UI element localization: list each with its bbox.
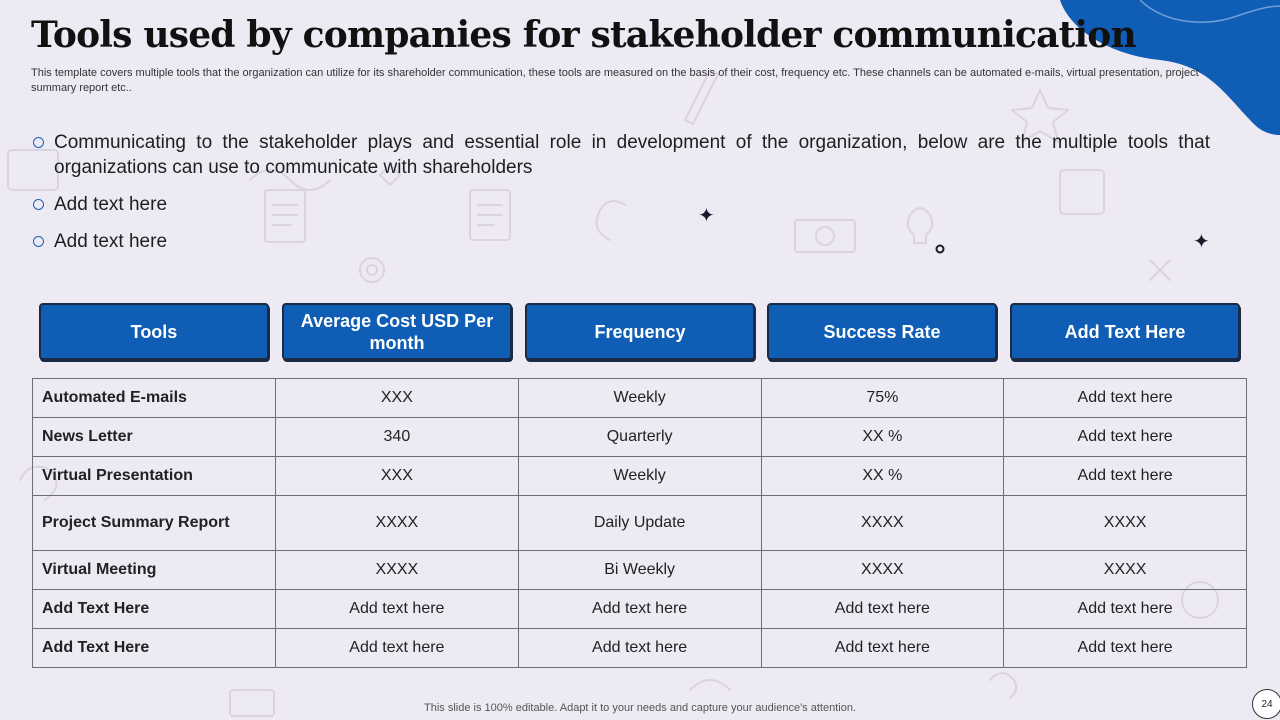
table-cell: Add text here: [275, 588, 519, 629]
table-cell: XXXX: [275, 495, 519, 551]
table-cell: 75%: [760, 377, 1005, 419]
table-cell: Daily Update: [517, 495, 762, 551]
table-cell: Add text here: [760, 627, 1005, 669]
table-cell: Weekly: [517, 377, 762, 419]
table-row: Virtual Presentation XXX Weekly XX % Add tex…: [32, 456, 1247, 497]
sparkle-icon: ✦: [1193, 231, 1210, 253]
table-cell: Add text here: [517, 627, 762, 669]
bullet-item: Add text here: [32, 192, 1210, 217]
tool-name-cell: Automated E-mails: [32, 377, 276, 419]
table-row: Project Summary Report XXXX Daily Update XX…: [32, 495, 1247, 551]
table-cell: XXXX: [1003, 495, 1247, 551]
table-cell: 340: [275, 417, 519, 458]
table-cell: XXXX: [760, 549, 1005, 590]
slide-title: Tools used by companies for stakeholder …: [31, 14, 1137, 56]
slide-subtitle: This template covers multiple tools that…: [31, 67, 1199, 94]
tools-table: Automated E-mails XXX Weekly 75% Add text he…: [32, 377, 1247, 669]
header-tools: Tools: [39, 303, 269, 360]
sparkle-icon: ✦: [698, 205, 715, 227]
table-row: News Letter 340 Quarterly XX % Add text here: [32, 417, 1247, 458]
tool-name-cell: Virtual Meeting: [32, 549, 276, 590]
table-cell: Add text here: [1003, 588, 1247, 629]
bullet-circle-icon: [33, 199, 44, 210]
tool-name-cell: News Letter: [32, 417, 276, 458]
small-circle-icon: [935, 244, 945, 254]
table-cell: Add text here: [760, 588, 1005, 629]
bullet-circle-icon: [33, 137, 44, 148]
header-frequency: Frequency: [525, 303, 755, 360]
table-row: Add Text Here Add text here Add text here A…: [32, 588, 1247, 629]
bullet-text: Add text here: [54, 194, 168, 215]
bullet-item: Communicating to the stakeholder plays a…: [32, 130, 1210, 180]
header-average-cost: Average Cost USD Per month: [282, 303, 512, 360]
table-cell: XX %: [760, 417, 1005, 458]
footer-note: This slide is 100% editable. Adapt it to…: [424, 702, 856, 714]
table-cell: Add text here: [1003, 377, 1247, 419]
page-number: 24: [1252, 689, 1280, 719]
table-cell: XXX: [275, 456, 519, 497]
table-cell: Add text here: [275, 627, 519, 669]
tool-name-cell: Add Text Here: [32, 588, 276, 629]
table-row: Automated E-mails XXX Weekly 75% Add text he…: [32, 377, 1247, 419]
bullet-item: Add text here: [32, 229, 1210, 254]
table-cell: Quarterly: [517, 417, 762, 458]
table-cell: XXXX: [275, 549, 519, 590]
tool-name-cell: Project Summary Report: [32, 495, 276, 551]
tool-name-cell: Virtual Presentation: [32, 456, 276, 497]
tool-name-cell: Add Text Here: [32, 627, 276, 669]
table-cell: Add text here: [1003, 417, 1247, 458]
table-cell: Add text here: [1003, 456, 1247, 497]
table-cell: XX %: [760, 456, 1005, 497]
table-cell: Bi Weekly: [517, 549, 762, 590]
table-row: Virtual Meeting XXXX Bi Weekly XXXX XXXX: [32, 549, 1247, 590]
bullet-text: Add text here: [54, 231, 168, 252]
bullet-list: Communicating to the stakeholder plays a…: [32, 130, 1210, 266]
table-cell: XXXX: [1003, 549, 1247, 590]
table-cell: XXX: [275, 377, 519, 419]
header-success-rate: Success Rate: [767, 303, 997, 360]
header-add-text: Add Text Here: [1010, 303, 1240, 360]
table-cell: Weekly: [517, 456, 762, 497]
corner-blob-shape: [1060, 0, 1280, 135]
table-header-row: Tools Average Cost USD Per month Frequen…: [39, 303, 1241, 361]
bullet-text: Communicating to the stakeholder plays a…: [54, 132, 1210, 178]
table-cell: Add text here: [1003, 627, 1247, 669]
table-cell: Add text here: [517, 588, 762, 629]
table-cell: XXXX: [760, 495, 1005, 551]
bullet-circle-icon: [33, 236, 44, 247]
table-row: Add Text Here Add text here Add text here A…: [32, 627, 1247, 669]
